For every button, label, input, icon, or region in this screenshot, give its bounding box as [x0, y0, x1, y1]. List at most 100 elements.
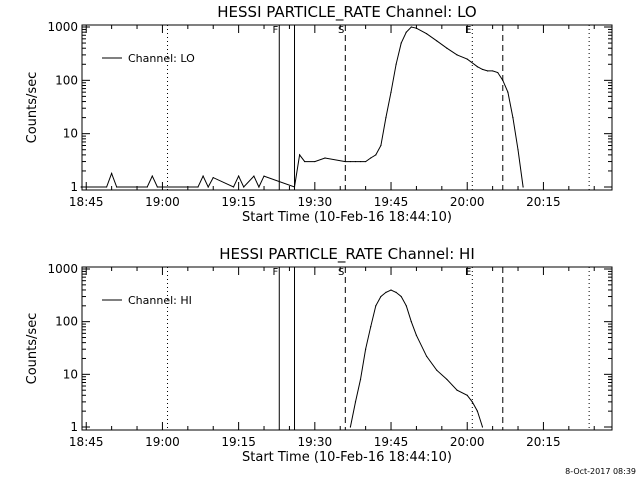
- p1-series-point: [425, 33, 428, 35]
- p1-plot-frame: [81, 24, 613, 191]
- p2-series-point: [415, 334, 418, 336]
- p1-series-point: [446, 47, 448, 49]
- p1-series-point: [304, 160, 306, 163]
- p2-x-tick-label: 18:45: [69, 435, 104, 449]
- p1-series-point: [400, 42, 402, 44]
- p1-series-point: [202, 175, 204, 177]
- p1-event-marker-label: E: [465, 25, 471, 36]
- p1-series-point: [105, 186, 108, 188]
- p2-series-point: [481, 426, 484, 428]
- p2-plot-frame: [81, 266, 613, 431]
- p1-x-tick-label: 19:45: [374, 195, 409, 209]
- p2-series-point: [436, 369, 438, 371]
- p2-series-point: [456, 389, 458, 391]
- p2-x-tick-label: 19:30: [298, 435, 333, 449]
- p1-series-point: [238, 175, 240, 177]
- p1-x-tick-label: 19:00: [145, 195, 180, 209]
- p1-series-point: [502, 79, 504, 81]
- p1-series-point: [116, 186, 118, 188]
- p1-series-line: [81, 26, 524, 189]
- p1-x-tick-label: 20:00: [450, 195, 485, 209]
- p1-legend-label: Channel: LO: [128, 52, 195, 65]
- p1-series-point: [385, 117, 387, 119]
- p1-event-marker-label: S: [338, 25, 344, 36]
- p2-event-marker-label: S: [338, 267, 344, 278]
- p1-series-point: [370, 157, 372, 159]
- p1-x-axis-title: Start Time (10-Feb-16 18:44:10): [242, 210, 452, 225]
- p2-y-tick-label: 100: [55, 315, 78, 329]
- p2-x-tick-label: 19:00: [145, 435, 180, 449]
- p2-series-point: [354, 401, 357, 403]
- p2-series-line: [349, 289, 483, 428]
- p1-series-point: [232, 186, 235, 188]
- p2-series-point: [390, 289, 392, 291]
- p1-series-point: [405, 31, 407, 33]
- p1-series-point: [375, 154, 377, 156]
- p1-series-point: [344, 160, 346, 163]
- p2-y-tick-label: 10: [63, 367, 78, 381]
- p1-series-point: [395, 63, 397, 65]
- p1-series-point: [359, 160, 362, 163]
- p1-series-point: [293, 186, 296, 188]
- p1-series-point: [349, 160, 351, 163]
- p2-series-point: [395, 291, 397, 293]
- p1-series-point: [466, 58, 468, 60]
- p1-series-point: [253, 175, 255, 177]
- p2-series-point: [466, 394, 468, 396]
- p2-x-axis-title: Start Time (10-Feb-16 18:44:10): [242, 450, 452, 465]
- p1-series-point: [354, 160, 357, 163]
- p1-series-point: [410, 26, 412, 28]
- p1-series-point: [415, 27, 418, 29]
- p2-series-point: [410, 321, 412, 323]
- p2-y-tick-label: 1: [70, 420, 78, 434]
- p1-series-point: [80, 186, 82, 188]
- p1-series-point: [258, 186, 260, 188]
- p1-series-point: [111, 172, 113, 174]
- p1-x-tick-label: 19:15: [221, 195, 256, 209]
- p1-x-tick-label: 20:15: [526, 195, 561, 209]
- p1-x-tick-label: 19:30: [298, 195, 333, 209]
- p1-series-point: [492, 70, 494, 72]
- p1-series-point: [522, 186, 524, 188]
- p2-event-marker-label: F: [273, 267, 279, 278]
- p2-series-point: [385, 291, 387, 293]
- p1-series-point: [486, 70, 489, 72]
- p2-series-point: [400, 295, 402, 298]
- p2-series-point: [359, 378, 362, 381]
- p1-series-point: [507, 91, 509, 93]
- p2-x-tick-label: 20:00: [450, 435, 485, 449]
- p2-series-point: [476, 410, 478, 412]
- p1-series-point: [365, 160, 367, 163]
- p1-series-point: [517, 149, 519, 151]
- p1-y-tick-label: 100: [55, 73, 78, 87]
- p1-series-point: [390, 91, 392, 93]
- p1-series-point: [212, 177, 214, 179]
- p1-series-point: [497, 71, 499, 74]
- p2-event-marker-label: E: [465, 267, 471, 278]
- p1-series-point: [156, 186, 158, 188]
- p1-series-point: [243, 186, 245, 188]
- p1-event-marker-label: F: [273, 25, 279, 36]
- p2-y-tick-label: 1000: [47, 262, 78, 276]
- p1-series-point: [298, 154, 301, 156]
- date-stamp: 8-Oct-2017 08:39: [565, 467, 636, 476]
- p2-series-point: [349, 426, 351, 428]
- p2-y-axis-title: Counts/sec: [25, 313, 40, 385]
- p2-series-point: [365, 348, 367, 350]
- p1-y-tick-label: 10: [63, 127, 78, 141]
- p1-series-point: [436, 40, 438, 42]
- p2-series-point: [405, 305, 407, 307]
- p1-y-tick-label: 1: [70, 180, 78, 194]
- p1-series-point: [324, 157, 326, 159]
- p2-x-tick-label: 19:15: [221, 435, 256, 449]
- p2-series-point: [370, 326, 372, 328]
- p2-chart-title: HESSI PARTICLE_RATE Channel: HI: [219, 245, 475, 264]
- p1-series-point: [263, 175, 265, 177]
- p1-series-point: [197, 186, 199, 188]
- p2-series-point: [425, 355, 428, 357]
- p1-series-point: [476, 66, 478, 68]
- p1-series-point: [314, 160, 316, 163]
- p1-series-point: [481, 68, 484, 71]
- p2-x-tick-label: 20:15: [526, 435, 561, 449]
- p2-series-point: [375, 305, 377, 307]
